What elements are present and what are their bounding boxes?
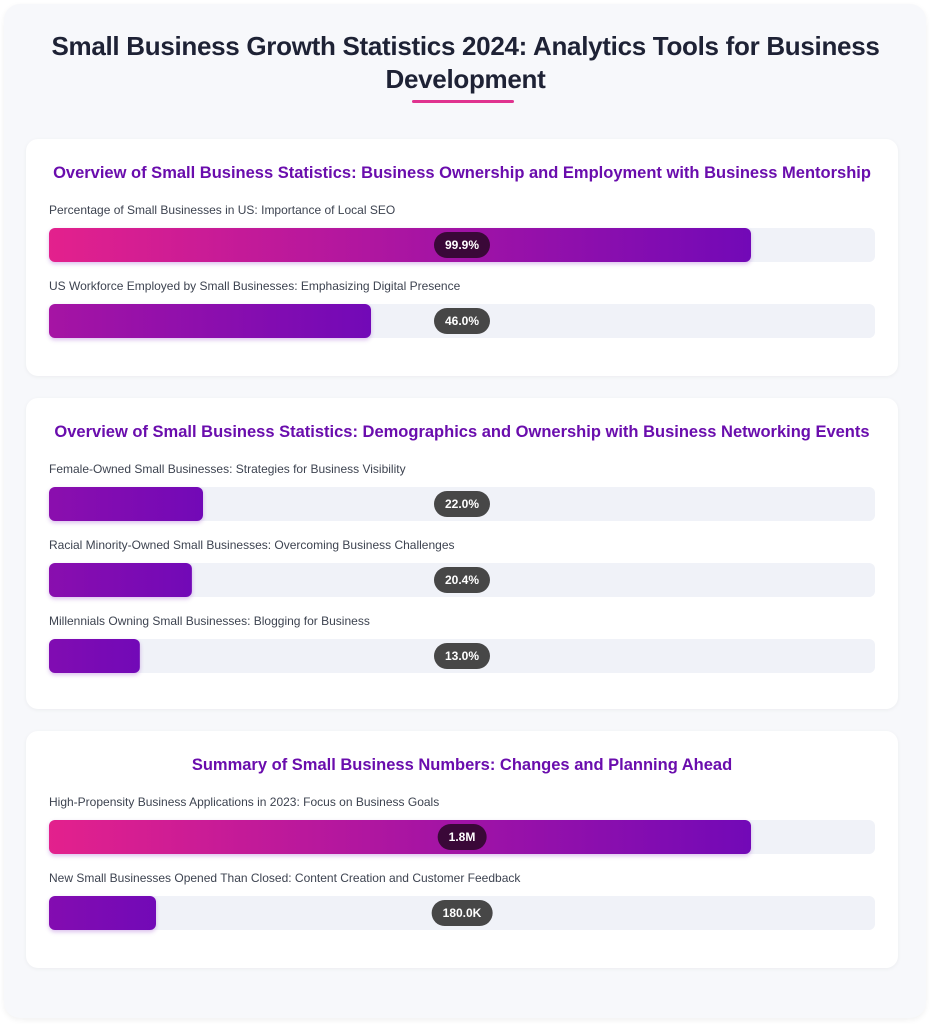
stat-label: New Small Businesses Opened Than Closed:… [49, 871, 521, 885]
stat-label: High-Propensity Business Applications in… [49, 795, 440, 809]
page-title: Small Business Growth Statistics 2024: A… [51, 31, 880, 94]
section-title: Overview of Small Business Statistics: B… [53, 164, 871, 182]
stat-label: Racial Minority-Owned Small Businesses: … [49, 538, 455, 552]
stat-item: New Small Businesses Opened Than Closed:… [49, 871, 875, 930]
section-card: Overview of Small Business Statistics: B… [26, 139, 898, 376]
stat-item: US Workforce Employed by Small Businesse… [49, 279, 875, 338]
stat-label: US Workforce Employed by Small Businesse… [49, 279, 461, 293]
stat-label: Millennials Owning Small Businesses: Blo… [49, 614, 370, 628]
value-badge: 99.9% [433, 232, 491, 258]
progress-bar [49, 639, 140, 673]
section-title: Summary of Small Business Numbers: Chang… [191, 756, 733, 774]
stat-item: High-Propensity Business Applications in… [49, 795, 875, 854]
progress-bar [49, 228, 752, 262]
stat-item: Female-Owned Small Businesses: Strategie… [49, 462, 875, 521]
stat-item: Racial Minority-Owned Small Businesses: … [49, 538, 875, 597]
value-badge: 20.4% [433, 567, 491, 593]
section-title: Overview of Small Business Statistics: D… [54, 423, 870, 441]
progress-track: 13.0% [49, 639, 875, 673]
progress-bar [49, 820, 752, 854]
stat-item: Percentage of Small Businesses in US: Im… [49, 203, 875, 262]
progress-track: 46.0% [49, 304, 875, 338]
value-badge: 46.0% [433, 308, 491, 334]
title-underline [412, 100, 514, 103]
section-card: Overview of Small Business Statistics: D… [26, 398, 898, 709]
progress-track: 99.9% [49, 228, 875, 262]
value-badge: 180.0K [431, 900, 493, 926]
stat-label: Female-Owned Small Businesses: Strategie… [49, 462, 406, 476]
progress-track: 20.4% [49, 563, 875, 597]
value-badge: 1.8M [437, 824, 487, 850]
progress-track: 1.8M [49, 820, 875, 854]
value-badge: 22.0% [433, 491, 491, 517]
stat-label: Percentage of Small Businesses in US: Im… [49, 203, 396, 217]
stat-item: Millennials Owning Small Businesses: Blo… [49, 614, 875, 673]
progress-track: 180.0K [49, 896, 875, 930]
progress-bar [49, 896, 157, 930]
progress-bar [49, 563, 192, 597]
progress-track: 22.0% [49, 487, 875, 521]
progress-bar [49, 304, 372, 338]
section-card: Summary of Small Business Numbers: Chang… [26, 731, 898, 968]
value-badge: 13.0% [433, 643, 491, 669]
progress-bar [49, 487, 204, 521]
